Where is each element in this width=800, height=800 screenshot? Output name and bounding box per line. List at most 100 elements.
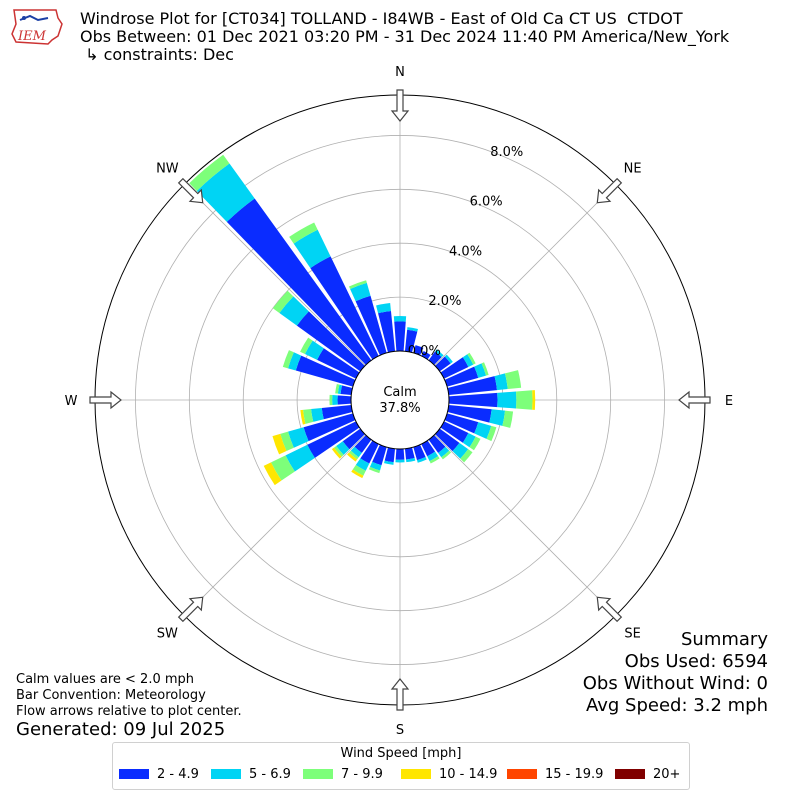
- legend-swatch: [303, 769, 333, 779]
- logo-outline: [11, 9, 63, 45]
- legend-swatch: [401, 769, 431, 779]
- bar-260-bin-3: [300, 409, 306, 425]
- bar-100-bin-2: [502, 410, 514, 428]
- iem-logo: IEM: [11, 9, 63, 45]
- title-line-2: Obs Between: 01 Dec 2021 03:20 PM - 31 D…: [80, 27, 730, 46]
- bar-220-bin-3: [347, 452, 358, 462]
- title-line-3: ↳ constraints: Dec: [80, 45, 234, 64]
- bar-240-bin-3: [263, 462, 282, 486]
- legend-swatch: [507, 769, 537, 779]
- legend-label: 20+: [653, 767, 681, 782]
- bar-140-bin-0: [428, 435, 446, 453]
- bar-310-bin-0: [296, 311, 365, 372]
- direction-label-NW: NW: [156, 161, 179, 176]
- bar-80-bin-2: [504, 370, 522, 390]
- flow-arrow-SE: [596, 596, 623, 623]
- bar-80-bin-0: [447, 376, 498, 396]
- bar-240-bin-2: [270, 455, 295, 481]
- calm-value: 37.8%: [379, 401, 420, 416]
- flow-note: Flow arrows relative to plot center.: [16, 704, 242, 719]
- bar-50-bin-0: [435, 356, 451, 372]
- legend-item-3: 10 - 14.9: [401, 767, 497, 783]
- direction-label-E: E: [725, 394, 733, 409]
- summary-obs-without-wind: Obs Without Wind: 0: [582, 673, 768, 694]
- bar-150-bin-1: [427, 451, 439, 462]
- bar-310-bin-2: [272, 290, 294, 314]
- legend-label: 10 - 14.9: [439, 767, 498, 782]
- bar-250-bin-0: [303, 413, 356, 442]
- bar-200-bin-0: [372, 444, 387, 466]
- wind-bars: [189, 154, 536, 486]
- legend-swatch: [119, 769, 149, 779]
- bar-290-bin-2: [282, 350, 294, 369]
- bar-150-bin-2: [429, 456, 440, 464]
- title-line-1: Windrose Plot for [CT034] TOLLAND - I84W…: [80, 9, 683, 28]
- bar-90-bin-3: [532, 390, 536, 410]
- bar-70-bin-2: [481, 362, 489, 376]
- bar-convention-note: Bar Convention: Meteorology: [16, 688, 206, 703]
- bar-40-bin-0: [428, 351, 442, 365]
- legend-item-2: 7 - 9.9: [303, 767, 383, 783]
- logo-dot: [22, 16, 26, 20]
- spoke-45: [434, 184, 616, 366]
- bar-180-bin-0: [395, 448, 405, 460]
- bar-30-bin-0: [421, 351, 431, 360]
- bar-330-bin-2: [289, 222, 318, 244]
- bar-120-bin-1: [462, 433, 476, 448]
- bar-120-bin-0: [440, 421, 469, 443]
- spoke-135: [434, 434, 616, 616]
- bar-50-bin-1: [444, 354, 453, 364]
- bar-190-bin-0: [384, 447, 396, 463]
- direction-label-W: W: [65, 394, 78, 409]
- calm-label: Calm: [383, 385, 416, 400]
- radial-tick-label-1: 2.0%: [428, 294, 461, 309]
- bar-290-bin-0: [295, 355, 356, 387]
- bar-230-bin-3: [331, 447, 342, 459]
- bar-90-bin-1: [497, 391, 517, 409]
- bar-300-bin-2: [300, 337, 313, 355]
- bar-330-bin-0: [310, 256, 379, 360]
- legend-item-0: 2 - 4.9: [119, 767, 199, 783]
- bar-190-bin-1: [384, 460, 394, 465]
- flow-arrow-N: [390, 89, 410, 122]
- bar-300-bin-0: [317, 348, 360, 379]
- bar-340-bin-2: [348, 280, 367, 289]
- bar-60-bin-0: [440, 357, 469, 379]
- legend-item-1: 5 - 6.9: [211, 767, 291, 783]
- bar-270-bin-2: [329, 394, 333, 406]
- bar-210-bin-3: [351, 469, 364, 479]
- legend-label: 15 - 19.9: [545, 767, 604, 782]
- bar-70-bin-0: [444, 366, 479, 387]
- bar-140-bin-2: [441, 450, 452, 460]
- flow-arrow-SW: [177, 596, 204, 623]
- bar-110-bin-1: [474, 422, 492, 439]
- bar-350-bin-1: [376, 302, 391, 314]
- legend-label: 7 - 9.9: [341, 767, 383, 782]
- bar-250-bin-1: [288, 427, 309, 448]
- bar-260-bin-1: [311, 407, 324, 422]
- flow-arrow-W: [89, 390, 122, 410]
- bar-200-bin-1: [369, 461, 382, 471]
- bar-320-bin-2: [189, 154, 230, 192]
- bar-250-bin-2: [280, 431, 294, 452]
- direction-label-NE: NE: [624, 161, 642, 176]
- logo-text: IEM: [17, 29, 47, 44]
- generated-date: Generated: 09 Jul 2025: [16, 719, 226, 740]
- bar-210-bin-1: [355, 458, 370, 471]
- bar-170-bin-1: [406, 457, 416, 463]
- legend-title: Wind Speed [mph]: [340, 746, 462, 761]
- flow-arrow-NW: [177, 177, 204, 204]
- bar-90-bin-2: [516, 390, 533, 410]
- bar-150-bin-0: [421, 440, 436, 457]
- bar-120-bin-2: [469, 436, 481, 451]
- bar-40-bin-1: [434, 349, 444, 358]
- bar-280-bin-0: [340, 385, 353, 396]
- bar-290-bin-1: [288, 352, 302, 371]
- bar-100-bin-0: [447, 404, 492, 423]
- direction-axes: [89, 89, 711, 711]
- bar-20-bin-0: [413, 345, 424, 356]
- legend-label: 5 - 6.9: [249, 767, 291, 782]
- bar-110-bin-0: [444, 413, 479, 434]
- bar-240-bin-1: [285, 444, 315, 472]
- bar-320-bin-1: [196, 163, 255, 222]
